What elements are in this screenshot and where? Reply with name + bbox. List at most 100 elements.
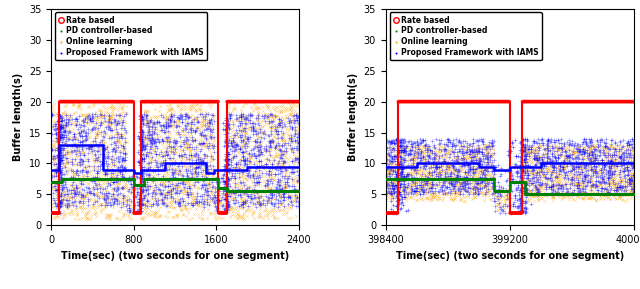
- Point: [166, 106, 177, 111]
- Point: [515, 174, 525, 178]
- Point: [476, 149, 486, 154]
- Point: [69, 131, 79, 136]
- Point: [284, 138, 294, 143]
- Point: [156, 154, 166, 158]
- Point: [418, 139, 428, 144]
- Point: [458, 147, 468, 151]
- Point: [606, 144, 616, 148]
- Point: [138, 182, 148, 186]
- Point: [173, 177, 184, 181]
- Point: [93, 177, 104, 181]
- Point: [117, 185, 127, 190]
- Point: [201, 177, 211, 181]
- Point: [68, 131, 79, 136]
- Point: [83, 170, 93, 174]
- Point: [402, 177, 412, 181]
- Point: [251, 153, 261, 158]
- Point: [460, 176, 470, 181]
- Point: [467, 154, 477, 159]
- Point: [509, 192, 520, 197]
- Point: [590, 166, 600, 171]
- Point: [290, 167, 300, 171]
- Point: [241, 178, 252, 182]
- Point: [442, 142, 452, 147]
- Point: [221, 117, 231, 122]
- Point: [228, 101, 239, 105]
- Point: [55, 201, 65, 205]
- Point: [137, 189, 147, 193]
- Point: [612, 191, 622, 196]
- Point: [436, 173, 446, 177]
- Point: [221, 197, 232, 201]
- Point: [595, 153, 605, 158]
- Point: [586, 188, 596, 193]
- Point: [557, 192, 568, 197]
- Point: [209, 199, 220, 203]
- Point: [390, 155, 401, 160]
- Point: [390, 177, 401, 181]
- Point: [531, 171, 541, 176]
- Point: [449, 153, 459, 158]
- Point: [598, 192, 609, 197]
- Point: [173, 99, 184, 104]
- Point: [76, 186, 86, 191]
- Point: [562, 190, 572, 194]
- Point: [280, 189, 290, 194]
- Point: [487, 143, 497, 148]
- Point: [46, 211, 56, 215]
- Point: [473, 188, 483, 192]
- Point: [137, 164, 147, 169]
- Point: [525, 169, 535, 174]
- Point: [567, 177, 577, 181]
- Point: [178, 190, 188, 195]
- Point: [207, 192, 217, 196]
- Point: [595, 192, 605, 197]
- Point: [506, 189, 516, 193]
- Point: [270, 108, 280, 113]
- Point: [289, 121, 299, 125]
- Point: [549, 177, 559, 182]
- Point: [210, 203, 220, 208]
- Point: [408, 177, 419, 181]
- Point: [529, 193, 540, 198]
- Point: [51, 171, 61, 176]
- Point: [79, 206, 89, 210]
- Point: [55, 200, 65, 204]
- Point: [198, 139, 208, 144]
- Point: [186, 135, 196, 139]
- Point: [181, 169, 191, 173]
- Point: [551, 159, 561, 164]
- Point: [566, 195, 576, 200]
- Point: [77, 99, 88, 104]
- Point: [65, 193, 75, 198]
- Point: [428, 190, 438, 195]
- Point: [236, 135, 246, 140]
- Point: [499, 201, 509, 206]
- Point: [412, 190, 422, 194]
- Point: [478, 177, 488, 181]
- Point: [552, 99, 563, 104]
- Point: [177, 181, 187, 186]
- Point: [394, 161, 404, 166]
- Point: [483, 157, 493, 162]
- Point: [441, 153, 451, 158]
- Point: [459, 177, 469, 181]
- Point: [157, 138, 168, 143]
- Point: [209, 199, 219, 204]
- Point: [517, 160, 527, 164]
- Point: [223, 157, 233, 161]
- Point: [157, 126, 167, 131]
- Point: [602, 189, 612, 194]
- Point: [627, 175, 637, 179]
- Point: [160, 99, 170, 104]
- Point: [100, 199, 110, 203]
- Point: [588, 151, 598, 155]
- Point: [284, 194, 294, 199]
- Point: [627, 190, 637, 195]
- Point: [602, 150, 612, 155]
- Point: [256, 99, 266, 104]
- Point: [592, 99, 602, 104]
- Point: [162, 203, 172, 208]
- Point: [184, 114, 195, 119]
- Point: [484, 188, 495, 193]
